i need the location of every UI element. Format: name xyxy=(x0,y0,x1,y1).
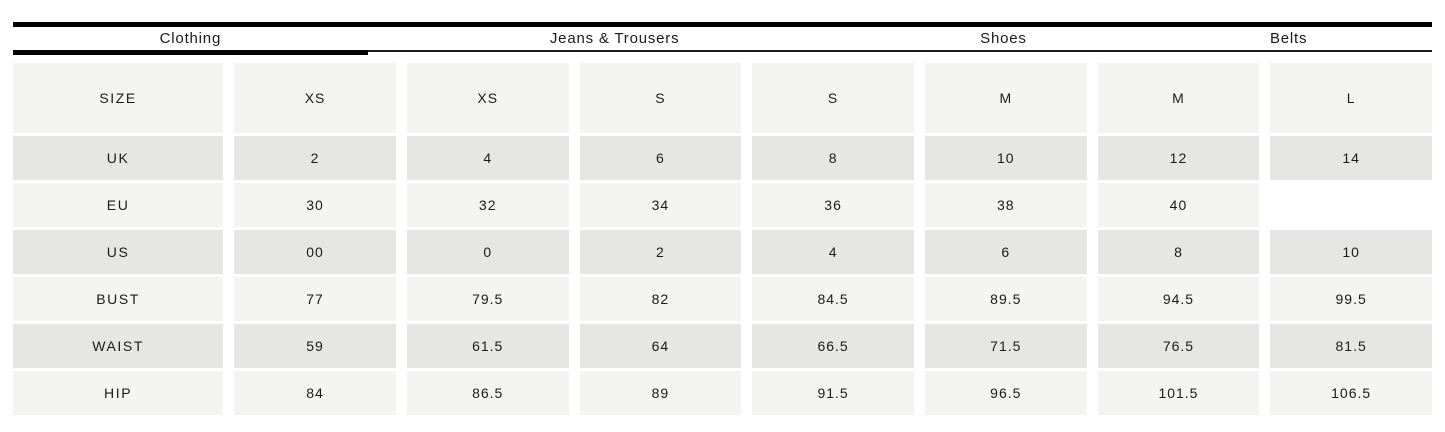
table-cell: 34 xyxy=(579,183,742,227)
tab-clothing[interactable]: Clothing xyxy=(13,27,368,55)
table-cell: 0 xyxy=(406,230,569,274)
table-cell: 30 xyxy=(234,183,396,227)
table-cell: L xyxy=(1270,63,1432,133)
table-cell: 101.5 xyxy=(1097,371,1260,415)
table-cell: 36 xyxy=(752,183,914,227)
table-cell: 91.5 xyxy=(752,371,914,415)
tab-jeans-trousers[interactable]: Jeans & Trousers xyxy=(367,27,862,52)
table-cell: S xyxy=(579,63,742,133)
table-cell: 4 xyxy=(752,230,914,274)
table-cell: 10 xyxy=(924,136,1087,180)
row-label-bust: BUST xyxy=(13,277,224,321)
table-cell: 106.5 xyxy=(1270,371,1432,415)
table-cell: XS xyxy=(406,63,569,133)
table-cell: 89.5 xyxy=(924,277,1087,321)
table-cell: 71.5 xyxy=(924,324,1087,368)
table-cell: 38 xyxy=(924,183,1087,227)
table-cell xyxy=(1270,183,1432,227)
table-cell: 59 xyxy=(234,324,396,368)
table-cell: 81.5 xyxy=(1270,324,1432,368)
table-cell: 12 xyxy=(1097,136,1260,180)
table-cell: 8 xyxy=(1097,230,1260,274)
table-cell: 66.5 xyxy=(752,324,914,368)
table-cell: 76.5 xyxy=(1097,324,1260,368)
table-row-uk: UK 2 4 6 8 10 12 14 xyxy=(13,136,1432,180)
table-cell: 14 xyxy=(1270,136,1432,180)
row-label-uk: UK xyxy=(13,136,224,180)
row-label-waist: WAIST xyxy=(13,324,224,368)
table-cell: 61.5 xyxy=(406,324,569,368)
row-label-eu: EU xyxy=(13,183,224,227)
table-cell: 99.5 xyxy=(1270,277,1432,321)
table-row-bust: BUST 77 79.5 82 84.5 89.5 94.5 99.5 xyxy=(13,277,1432,321)
tab-shoes[interactable]: Shoes xyxy=(861,27,1146,52)
table-cell: 84.5 xyxy=(752,277,914,321)
table-cell: 84 xyxy=(234,371,396,415)
table-cell: 79.5 xyxy=(406,277,569,321)
category-tabs: Clothing Jeans & Trousers Shoes Belts xyxy=(13,22,1432,55)
table-cell: 8 xyxy=(752,136,914,180)
table-cell: 32 xyxy=(406,183,569,227)
table-cell: 6 xyxy=(579,136,742,180)
table-cell: S xyxy=(752,63,914,133)
row-label-us: US xyxy=(13,230,224,274)
table-cell: 2 xyxy=(579,230,742,274)
table-row-eu: EU 30 32 34 36 38 40 xyxy=(13,183,1432,227)
table-row-hip: HIP 84 86.5 89 91.5 96.5 101.5 106.5 xyxy=(13,371,1432,415)
size-guide: Clothing Jeans & Trousers Shoes Belts SIZE X… xyxy=(13,22,1432,415)
table-cell: 96.5 xyxy=(924,371,1087,415)
row-label-size: SIZE xyxy=(13,63,224,133)
table-cell: 40 xyxy=(1097,183,1260,227)
row-label-hip: HIP xyxy=(13,371,224,415)
table-cell: 64 xyxy=(579,324,742,368)
table-cell: 94.5 xyxy=(1097,277,1260,321)
table-cell: M xyxy=(924,63,1087,133)
table-cell: 6 xyxy=(924,230,1087,274)
table-cell: XS xyxy=(234,63,396,133)
table-cell: 10 xyxy=(1270,230,1432,274)
table-row-us: US 00 0 2 4 6 8 10 xyxy=(13,230,1432,274)
table-cell: 00 xyxy=(234,230,396,274)
size-table: SIZE XS XS S S M M L UK 2 4 6 8 10 12 14 EU 30 32 34 36 38 40 U… xyxy=(13,63,1432,415)
table-cell: M xyxy=(1097,63,1260,133)
table-cell: 89 xyxy=(579,371,742,415)
tab-belts[interactable]: Belts xyxy=(1145,27,1432,52)
table-row-waist: WAIST 59 61.5 64 66.5 71.5 76.5 81.5 xyxy=(13,324,1432,368)
table-cell: 4 xyxy=(406,136,569,180)
table-cell: 77 xyxy=(234,277,396,321)
table-cell: 2 xyxy=(234,136,396,180)
table-cell: 82 xyxy=(579,277,742,321)
table-cell: 86.5 xyxy=(406,371,569,415)
table-row-size: SIZE XS XS S S M M L xyxy=(13,63,1432,133)
